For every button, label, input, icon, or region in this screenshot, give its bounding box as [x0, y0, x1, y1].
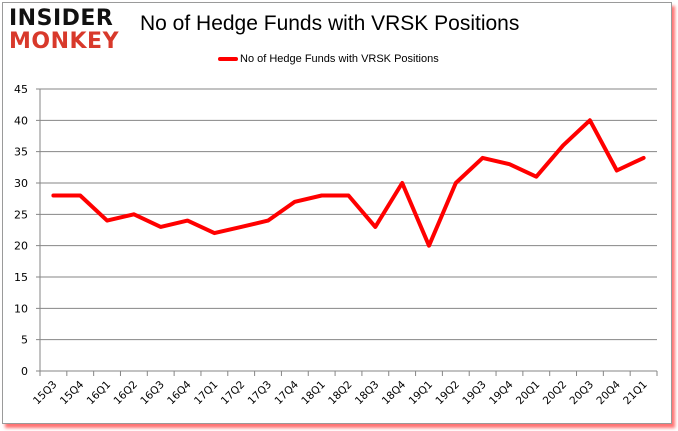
y-tick-label: 30 [14, 177, 28, 190]
x-tick-label: 16Q4 [165, 378, 194, 407]
x-tick-label: 20Q3 [568, 379, 597, 408]
x-tick-label: 20Q4 [594, 378, 623, 407]
logo-line-insider: INSIDER [9, 6, 114, 31]
x-tick-label: 19Q4 [487, 378, 516, 407]
x-tick-label: 20Q1 [514, 379, 543, 408]
x-axis: 15Q315Q416Q116Q216Q316Q417Q117Q217Q317Q4… [31, 371, 658, 408]
x-tick-label: 19Q3 [460, 379, 489, 408]
x-tick-label: 18Q3 [353, 379, 382, 408]
gridlines [36, 88, 657, 372]
y-tick-label: 25 [14, 208, 28, 221]
y-tick-label: 5 [21, 334, 28, 347]
chart-title: No of Hedge Funds with VRSK Positions [140, 12, 520, 35]
y-tick-label: 20 [14, 240, 28, 253]
logo-line-monkey: MONKEY [9, 29, 120, 54]
x-tick-label: 18Q1 [299, 379, 328, 408]
x-tick-label: 16Q3 [138, 379, 167, 408]
x-tick-label: 15Q4 [58, 378, 87, 407]
x-tick-label: 17Q4 [272, 378, 301, 407]
x-tick-label: 17Q2 [219, 379, 248, 408]
y-tick-label: 40 [14, 114, 28, 127]
series-line [51, 118, 646, 248]
x-tick-label: 17Q1 [192, 379, 221, 408]
y-axis: 0 5 10 15 20 25 30 35 40 45 [14, 83, 41, 378]
x-tick-label: 20Q2 [541, 379, 570, 408]
x-tick-label: 15Q3 [31, 379, 60, 408]
chart-legend: No of Hedge Funds with VRSK Positions [218, 53, 439, 65]
x-tick-label: 18Q4 [380, 378, 409, 407]
x-tick-label: 16Q2 [112, 379, 141, 408]
y-tick-label: 15 [14, 271, 28, 284]
x-tick-label: 17Q3 [246, 379, 275, 408]
y-tick-label: 45 [14, 83, 28, 96]
y-tick-label: 35 [14, 146, 28, 159]
x-tick-label: 19Q2 [433, 379, 462, 408]
legend-label: No of Hedge Funds with VRSK Positions [240, 53, 439, 65]
x-tick-label: 16Q1 [85, 379, 114, 408]
chart-frame [2, 2, 672, 424]
x-tick-label: 21Q1 [621, 379, 650, 408]
y-tick-label: 0 [21, 365, 28, 378]
x-tick-label: 19Q1 [407, 379, 436, 408]
legend-line-swatch-icon [218, 57, 238, 61]
insider-monkey-logo: INSIDER MONKEY [9, 8, 129, 53]
y-tick-label: 10 [14, 302, 28, 315]
x-tick-label: 18Q2 [326, 379, 355, 408]
